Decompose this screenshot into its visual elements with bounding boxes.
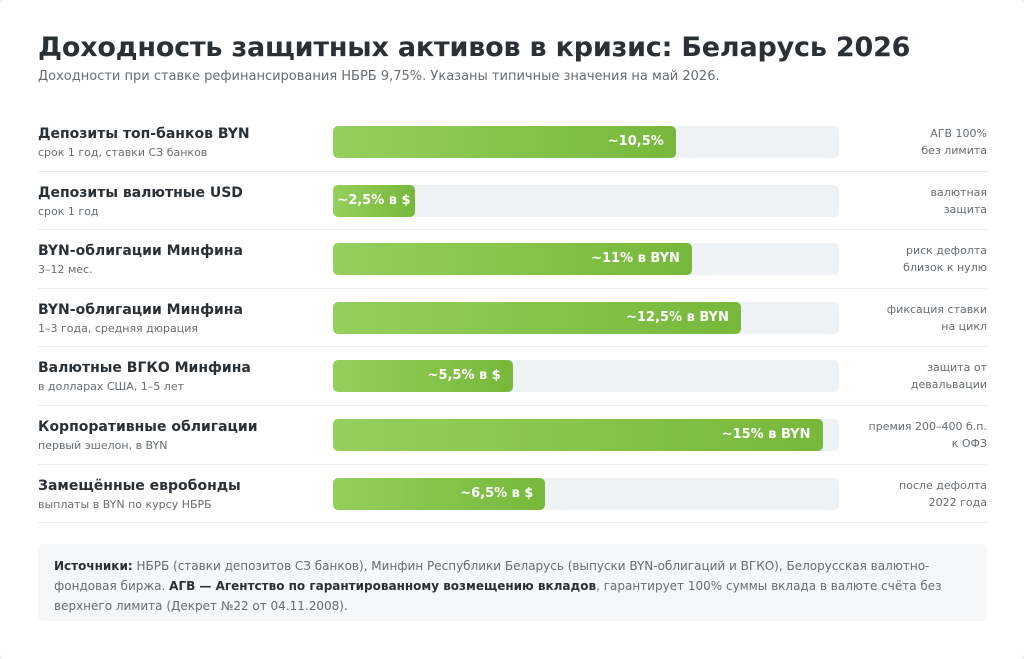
chart-row: BYN-облигации Минфина 1–3 года, средняя д… [38, 289, 987, 348]
row-label: Корпоративные облигации [38, 418, 258, 435]
row-note-line-1: премия 200–400 б.п. [868, 419, 987, 433]
row-note-line-1: риск дефолта [905, 244, 987, 258]
row-sublabel: 1–3 года, средняя дюрация [38, 321, 199, 335]
bar [333, 360, 513, 393]
sources-text-1: НБРБ (ставки депозитов СЗ банков), Минфи… [54, 559, 930, 593]
chart-row: Депозиты топ-банков BYN срок 1 год, ставк… [38, 113, 987, 172]
sources-agv: АГВ — Агентство по гарантированному возм… [169, 579, 597, 593]
bar-track: ~15% в BYN [333, 418, 839, 451]
sources-label: Источники: [54, 559, 133, 573]
row-note-line-2: без лимита [921, 144, 987, 157]
row-label: BYN-облигации Минфина [38, 243, 243, 260]
row-note-line-2: к ОФЗ [951, 436, 987, 450]
chart-row: Валютные ВГКО Минфина в долларах США, 1–5… [38, 347, 987, 406]
row-sublabel: первый эшелон, в BYN [38, 438, 168, 452]
row-note-line-1: защита от [927, 361, 987, 375]
chart-row: Замещённые евробонды выплаты в BYN по кур… [38, 465, 987, 524]
row-note: риск дефолта близок к нулю [847, 242, 987, 276]
bar [333, 418, 823, 451]
row-note: фиксация ставки на цикл [847, 301, 987, 335]
row-label: Депозиты валютные USD [38, 184, 243, 201]
sources-box: Источники: НБРБ (ставки депозитов СЗ бан… [38, 544, 987, 621]
row-label: Замещённые евробонды [38, 477, 241, 494]
bar-value-label: ~15% в BYN [721, 426, 811, 442]
bar-value-label: ~5,5% в $ [427, 368, 501, 384]
chart-row: Депозиты валютные USD срок 1 год ~2,5% в $… [38, 172, 987, 231]
bar-value-label: ~11% в BYN [591, 251, 680, 267]
bar [333, 243, 693, 276]
row-note-line-1: АГВ 100% [930, 127, 987, 140]
row-note-line-2: защита [943, 202, 987, 216]
page-title: Доходность защитных активов в кризис: Бе… [38, 32, 911, 63]
bar-track: ~2,5% в $ [333, 184, 839, 217]
chart-row: Корпоративные облигации первый эшелон, в … [38, 406, 987, 465]
sources-text-2: , гарантирует 100% суммы вклада в валюте… [54, 579, 942, 613]
row-note-line-2: девальвации [910, 378, 987, 392]
row-label: BYN-облигации Минфина [38, 301, 243, 318]
row-note-line-1: валютная [930, 185, 987, 199]
row-sublabel: срок 1 год [38, 204, 99, 218]
chart-row: BYN-облигации Минфина 3–12 мес. ~11% в BYN… [38, 230, 987, 289]
bar-track: ~12,5% в BYN [333, 301, 839, 334]
row-note: АГВ 100% без лимита [847, 125, 987, 159]
row-note-line-2: на цикл [941, 319, 987, 333]
row-note-line-1: после дефолта [899, 478, 987, 492]
page-subtitle: Доходности при ставке рефинансирования Н… [38, 69, 720, 84]
bar-value-label: ~2,5% в $ [337, 192, 411, 208]
row-note-line-1: фиксация ставки [886, 302, 987, 316]
bar [333, 184, 415, 217]
bar-track: ~6,5% в $ [333, 477, 839, 510]
row-note-line-2: 2022 года [928, 495, 987, 509]
row-note: премия 200–400 б.п. к ОФЗ [847, 418, 987, 452]
bar [333, 477, 546, 510]
bar-track: ~10,5% [333, 126, 839, 158]
row-label: Валютные ВГКО Минфина [38, 360, 251, 377]
row-sublabel: в долларах США, 1–5 лет [38, 380, 185, 394]
row-sublabel: 3–12 мес. [38, 263, 93, 277]
row-note: после дефолта 2022 года [847, 477, 987, 511]
bar-value-label: ~12,5% в BYN [626, 309, 729, 325]
bar-value-label: ~10,5% [607, 134, 664, 149]
bar-track: ~11% в BYN [333, 243, 839, 276]
bar-value-label: ~6,5% в $ [460, 485, 534, 501]
bar [333, 126, 676, 158]
bar-track: ~5,5% в $ [333, 360, 839, 393]
row-note: валютная защита [847, 184, 987, 218]
row-label: Депозиты топ-банков BYN [38, 126, 250, 142]
row-note-line-2: близок к нулю [903, 261, 987, 275]
row-sublabel: выплаты в BYN по курсу НБРБ [38, 497, 212, 511]
row-note: защита от девальвации [847, 359, 987, 393]
bar [333, 301, 742, 334]
chart-rows: Депозиты топ-банков BYN срок 1 год, ставк… [38, 113, 987, 524]
row-sublabel: срок 1 год, ставки СЗ банков [38, 146, 208, 159]
